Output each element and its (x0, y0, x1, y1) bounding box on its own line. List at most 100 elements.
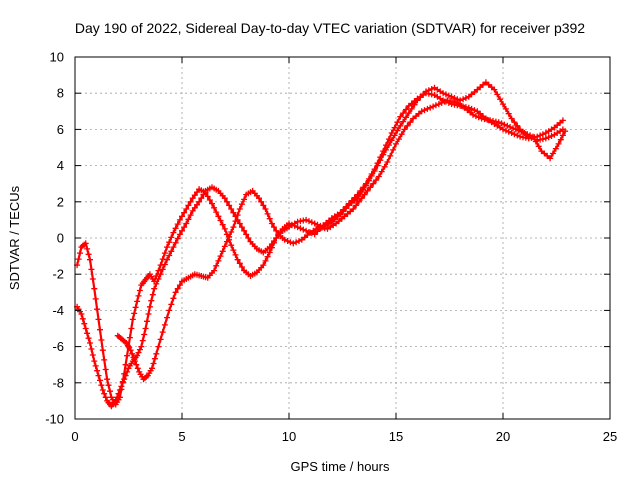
axis-ticks: 0 5 10 15 20 25 -10 -8 -6 -4 -2 0 2 4 6 8 10 (45, 50, 617, 445)
y-tick-label: -8 (52, 375, 64, 390)
data-point (88, 346, 95, 352)
data-point (311, 220, 318, 227)
data-point (360, 186, 367, 193)
data-point (221, 195, 228, 202)
data-point (102, 366, 109, 373)
data-point (545, 134, 552, 141)
data-point (226, 233, 233, 240)
data-point (548, 133, 555, 139)
data-point (521, 130, 528, 136)
data-point (403, 106, 409, 113)
data-point (500, 101, 506, 108)
data-point (423, 88, 429, 95)
data-point (191, 192, 198, 199)
data-point (88, 266, 95, 273)
y-tick-label: -6 (52, 339, 64, 354)
data-point (98, 337, 105, 343)
data-point (118, 383, 125, 390)
data-point (418, 108, 425, 115)
data-point (417, 94, 424, 101)
data-point (112, 397, 119, 404)
data-point (168, 301, 175, 308)
data-point (502, 105, 509, 112)
data-layer (74, 79, 569, 410)
data-point (284, 238, 291, 244)
data-point (119, 379, 126, 386)
data-point (131, 358, 138, 365)
data-point (385, 142, 392, 149)
data-point (99, 387, 106, 393)
data-point (181, 224, 188, 231)
y-tick-label: 2 (57, 194, 64, 209)
data-point (300, 226, 307, 233)
data-point (364, 187, 371, 194)
data-point (211, 267, 218, 274)
data-point (421, 107, 428, 114)
data-point (87, 340, 93, 346)
data-point (161, 250, 168, 257)
data-point (552, 145, 559, 152)
data-point (375, 173, 382, 180)
data-point (397, 122, 404, 129)
data-point (343, 205, 350, 212)
data-point (405, 110, 412, 117)
data-point (144, 318, 150, 325)
y-tick-label: -4 (52, 303, 64, 318)
data-point (501, 121, 508, 128)
y-tick-label: -2 (52, 267, 64, 282)
data-point (221, 243, 228, 250)
data-point (411, 101, 418, 108)
data-point (442, 91, 449, 98)
data-point (230, 224, 237, 231)
data-point (174, 221, 181, 228)
data-point (497, 96, 504, 103)
data-point (391, 132, 398, 139)
data-point (153, 280, 160, 287)
data-point (126, 334, 133, 341)
data-point (273, 227, 280, 234)
data-point (511, 119, 518, 126)
data-point (95, 372, 102, 379)
data-point (450, 98, 457, 105)
data-point (243, 231, 250, 238)
data-point (404, 122, 411, 129)
data-point (129, 350, 136, 357)
data-point (530, 133, 536, 140)
data-point (238, 224, 245, 231)
data-point (115, 390, 122, 397)
data-point (213, 209, 220, 216)
data-point (484, 116, 491, 123)
data-point (498, 120, 505, 127)
data-point (393, 140, 399, 147)
data-point (511, 131, 518, 138)
data-point (159, 266, 166, 273)
data-point (230, 247, 237, 254)
data-point (136, 287, 143, 294)
data-point (264, 210, 271, 217)
data-point (101, 390, 108, 397)
data-point (264, 253, 271, 260)
data-point (85, 335, 92, 342)
data-point (211, 204, 218, 211)
data-point (164, 314, 170, 321)
data-point (559, 117, 566, 124)
data-point (230, 209, 237, 216)
data-point (198, 195, 205, 202)
data-point (124, 352, 131, 359)
data-point (145, 311, 152, 317)
data-point (127, 347, 134, 354)
data-point (512, 126, 519, 133)
data-point (297, 225, 304, 232)
data-point (532, 138, 539, 145)
data-point (135, 292, 142, 299)
data-point (340, 208, 347, 215)
data-point (183, 206, 190, 212)
data-point (161, 321, 168, 328)
data-point (176, 216, 183, 223)
data-point (430, 103, 437, 110)
data-point (454, 96, 461, 103)
data-point (228, 229, 235, 235)
data-point (170, 295, 177, 302)
data-point (149, 291, 156, 298)
data-point (435, 101, 442, 108)
